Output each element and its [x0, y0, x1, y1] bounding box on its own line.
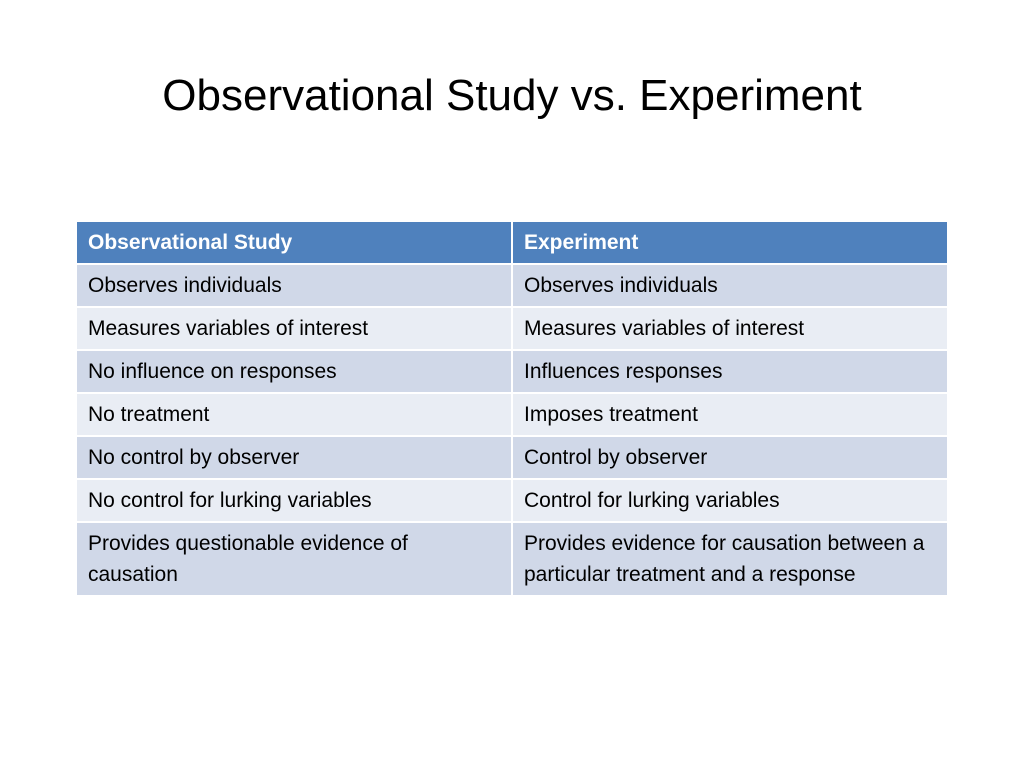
- table-cell-experiment: Provides evidence for causation between …: [512, 522, 947, 597]
- table-cell-experiment: Imposes treatment: [512, 393, 947, 437]
- table-cell-experiment: Observes individuals: [512, 264, 947, 308]
- table-cell-observational: Provides questionable evidence of causat…: [77, 522, 513, 597]
- table-row: No control for lurking variables Control…: [77, 479, 947, 523]
- header-experiment: Experiment: [512, 222, 947, 265]
- table-row: No influence on responses Influences res…: [77, 350, 947, 394]
- comparison-table: Observational Study Experiment Observes …: [77, 222, 947, 597]
- table-row: Provides questionable evidence of causat…: [77, 522, 947, 597]
- table-header-row: Observational Study Experiment: [77, 222, 947, 265]
- table-cell-observational: Measures variables of interest: [77, 307, 513, 351]
- table-cell-observational: No control for lurking variables: [77, 479, 513, 523]
- table-cell-observational: No control by observer: [77, 436, 513, 480]
- slide-title: Observational Study vs. Experiment: [162, 71, 862, 120]
- table-cell-observational: Observes individuals: [77, 264, 513, 308]
- table-row: No treatment Imposes treatment: [77, 393, 947, 437]
- table-cell-experiment: Measures variables of interest: [512, 307, 947, 351]
- table-cell-observational: No treatment: [77, 393, 513, 437]
- table-row: No control by observer Control by observ…: [77, 436, 947, 480]
- table-row: Measures variables of interest Measures …: [77, 307, 947, 351]
- table-cell-experiment: Influences responses: [512, 350, 947, 394]
- table-cell-observational: No influence on responses: [77, 350, 513, 394]
- table-row: Observes individuals Observes individual…: [77, 264, 947, 308]
- header-observational-study: Observational Study: [77, 222, 513, 265]
- table-cell-experiment: Control by observer: [512, 436, 947, 480]
- table-cell-experiment: Control for lurking variables: [512, 479, 947, 523]
